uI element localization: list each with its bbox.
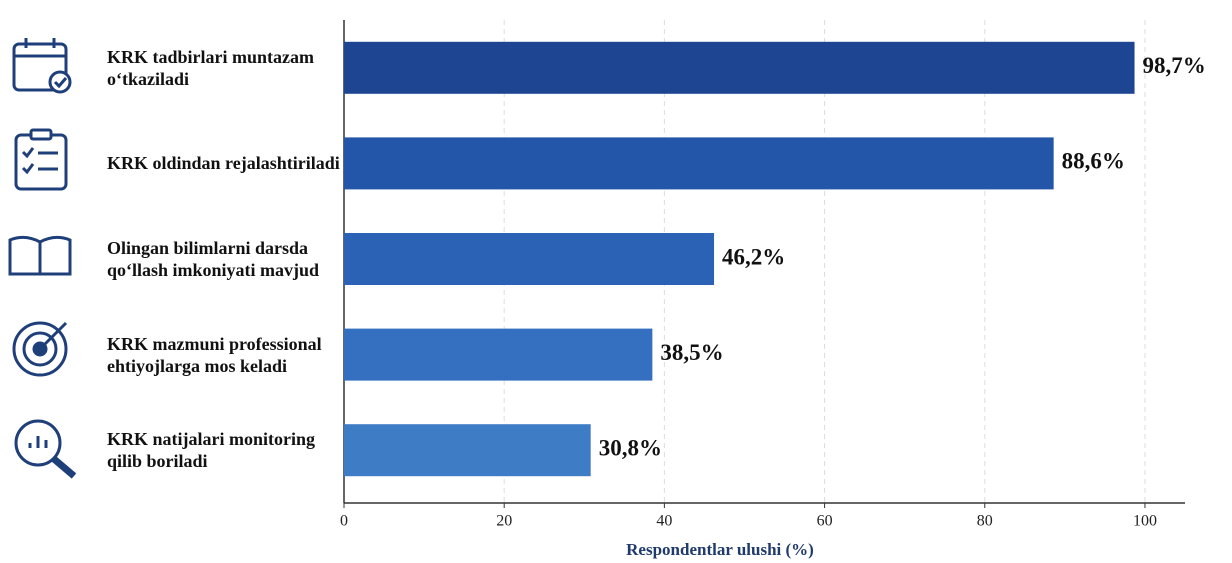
bar	[344, 328, 653, 381]
target-icon	[12, 321, 68, 377]
category-label: KRK oldindan rejalashtiriladi	[107, 153, 340, 174]
book-icon	[8, 235, 72, 276]
value-label: 30,8%	[599, 435, 662, 460]
bar	[344, 233, 715, 285]
x-tick-label: 40	[656, 513, 672, 530]
bar	[344, 41, 1135, 94]
x-tick-label: 0	[340, 513, 348, 530]
x-axis-title: Respondentlar ulushi (%)	[626, 540, 814, 559]
category-label: Olingan bilimlarni darsda qo‘llash imkon…	[107, 238, 320, 280]
icons	[8, 38, 77, 479]
value-label: 88,6%	[1062, 149, 1125, 174]
category-label: KRK tadbirlari muntazam o‘tkaziladi	[107, 46, 314, 89]
x-tick-label: 80	[977, 513, 993, 530]
value-label: 98,7%	[1143, 53, 1206, 78]
calendar-icon	[12, 38, 72, 94]
x-tick-label: 60	[817, 513, 833, 530]
category-label: KRK natijalari monitoring qilib boriladi	[107, 429, 315, 472]
bar	[344, 424, 591, 477]
category-label: KRK mazmuni professional ehtiyojlarga mo…	[107, 333, 322, 376]
magnifier-icon	[14, 419, 77, 479]
x-tick-label: 20	[496, 513, 512, 530]
value-label: 46,2%	[722, 244, 785, 269]
x-tick-label: 100	[1133, 513, 1157, 530]
value-label: 38,5%	[660, 340, 723, 365]
bar	[344, 137, 1054, 190]
clipboard-icon	[14, 128, 68, 191]
